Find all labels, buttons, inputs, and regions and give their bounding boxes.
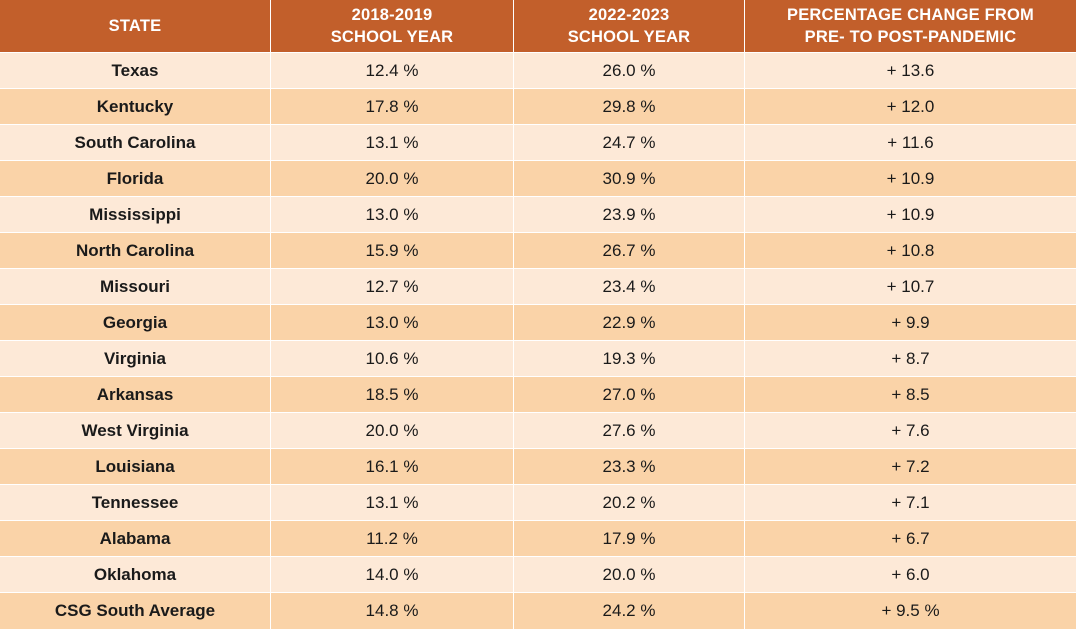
percentage-change-cell: + 10.9 bbox=[745, 161, 1076, 197]
state-cell: Arkansas bbox=[0, 377, 271, 413]
value-2018-2019-cell: 12.7 % bbox=[271, 269, 514, 305]
state-cell: South Carolina bbox=[0, 125, 271, 161]
value-2022-2023-cell: 27.0 % bbox=[514, 377, 745, 413]
percentage-change-cell: + 8.5 bbox=[745, 377, 1076, 413]
percentage-change-cell: + 10.8 bbox=[745, 233, 1076, 269]
value-2018-2019-cell: 13.1 % bbox=[271, 485, 514, 521]
value-2022-2023-cell: 26.7 % bbox=[514, 233, 745, 269]
value-2022-2023-cell: 24.2 % bbox=[514, 593, 745, 629]
header-2022-2023: 2022-2023 SCHOOL YEAR bbox=[514, 0, 745, 53]
value-2022-2023-cell: 24.7 % bbox=[514, 125, 745, 161]
percentage-change-cell: + 12.0 bbox=[745, 89, 1076, 125]
state-cell: North Carolina bbox=[0, 233, 271, 269]
value-2018-2019-cell: 13.1 % bbox=[271, 125, 514, 161]
state-cell: Kentucky bbox=[0, 89, 271, 125]
value-2022-2023-cell: 23.9 % bbox=[514, 197, 745, 233]
value-2022-2023-cell: 29.8 % bbox=[514, 89, 745, 125]
state-cell: Louisiana bbox=[0, 449, 271, 485]
value-2022-2023-cell: 23.4 % bbox=[514, 269, 745, 305]
percentage-change-cell: + 11.6 bbox=[745, 125, 1076, 161]
percentage-change-cell: + 9.5 % bbox=[745, 593, 1076, 629]
value-2018-2019-cell: 15.9 % bbox=[271, 233, 514, 269]
state-cell: Georgia bbox=[0, 305, 271, 341]
percentage-change-cell: + 10.9 bbox=[745, 197, 1076, 233]
value-2018-2019-cell: 20.0 % bbox=[271, 161, 514, 197]
state-cell: Tennessee bbox=[0, 485, 271, 521]
percentage-change-cell: + 6.7 bbox=[745, 521, 1076, 557]
value-2022-2023-cell: 26.0 % bbox=[514, 53, 745, 89]
state-cell: CSG South Average bbox=[0, 593, 271, 629]
state-cell: Missouri bbox=[0, 269, 271, 305]
percentage-change-cell: + 13.6 bbox=[745, 53, 1076, 89]
value-2022-2023-cell: 20.0 % bbox=[514, 557, 745, 593]
value-2018-2019-cell: 13.0 % bbox=[271, 197, 514, 233]
value-2018-2019-cell: 18.5 % bbox=[271, 377, 514, 413]
value-2022-2023-cell: 22.9 % bbox=[514, 305, 745, 341]
value-2022-2023-cell: 23.3 % bbox=[514, 449, 745, 485]
value-2018-2019-cell: 17.8 % bbox=[271, 89, 514, 125]
percentage-change-cell: + 10.7 bbox=[745, 269, 1076, 305]
value-2018-2019-cell: 12.4 % bbox=[271, 53, 514, 89]
value-2022-2023-cell: 19.3 % bbox=[514, 341, 745, 377]
state-cell: Texas bbox=[0, 53, 271, 89]
value-2018-2019-cell: 14.8 % bbox=[271, 593, 514, 629]
value-2018-2019-cell: 16.1 % bbox=[271, 449, 514, 485]
value-2022-2023-cell: 20.2 % bbox=[514, 485, 745, 521]
value-2018-2019-cell: 11.2 % bbox=[271, 521, 514, 557]
value-2022-2023-cell: 17.9 % bbox=[514, 521, 745, 557]
percentage-change-cell: + 9.9 bbox=[745, 305, 1076, 341]
value-2018-2019-cell: 10.6 % bbox=[271, 341, 514, 377]
percentage-change-cell: + 6.0 bbox=[745, 557, 1076, 593]
value-2018-2019-cell: 13.0 % bbox=[271, 305, 514, 341]
value-2018-2019-cell: 14.0 % bbox=[271, 557, 514, 593]
state-cell: Florida bbox=[0, 161, 271, 197]
value-2022-2023-cell: 27.6 % bbox=[514, 413, 745, 449]
percentage-change-cell: + 8.7 bbox=[745, 341, 1076, 377]
state-cell: West Virginia bbox=[0, 413, 271, 449]
value-2022-2023-cell: 30.9 % bbox=[514, 161, 745, 197]
percentage-change-cell: + 7.6 bbox=[745, 413, 1076, 449]
state-cell: Alabama bbox=[0, 521, 271, 557]
state-cell: Virginia bbox=[0, 341, 271, 377]
header-percentage-change: PERCENTAGE CHANGE FROM PRE- TO POST-PAND… bbox=[745, 0, 1076, 53]
percentage-change-cell: + 7.2 bbox=[745, 449, 1076, 485]
percentage-change-cell: + 7.1 bbox=[745, 485, 1076, 521]
value-2018-2019-cell: 20.0 % bbox=[271, 413, 514, 449]
header-2018-2019: 2018-2019 SCHOOL YEAR bbox=[271, 0, 514, 53]
state-cell: Oklahoma bbox=[0, 557, 271, 593]
state-cell: Mississippi bbox=[0, 197, 271, 233]
header-state: STATE bbox=[0, 0, 271, 53]
